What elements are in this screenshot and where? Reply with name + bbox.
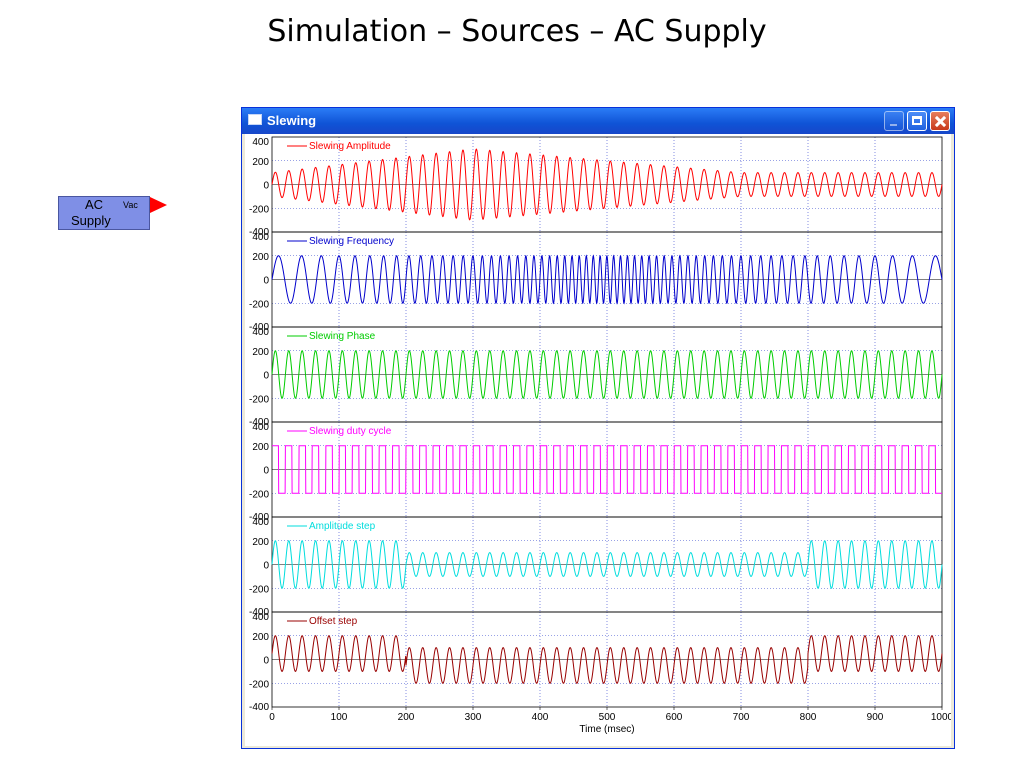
y-tick-label: 200 (252, 632, 269, 643)
x-tick-label: 200 (398, 712, 415, 723)
minimize-button[interactable] (884, 111, 904, 131)
y-tick-label: -200 (249, 204, 269, 215)
series-line (272, 445, 942, 494)
slide-title: Simulation – Sources – AC Supply (267, 14, 767, 49)
scope-window[interactable]: Slewing 400 200 0 -200 -400 Slewing Amplitude… (241, 107, 955, 749)
y-tick-label: 200 (252, 442, 269, 453)
y-tick-label: 400 (252, 422, 269, 433)
series-line (271, 635, 943, 684)
legend-label: Slewing Phase (309, 331, 376, 342)
x-tick-label: 900 (867, 712, 884, 723)
y-tick-label: 0 (263, 181, 269, 192)
block-label-ac: AC (85, 197, 104, 212)
ac-supply-block[interactable]: AC Vac Supply (58, 196, 150, 230)
y-tick-label: 400 (252, 232, 269, 243)
block-port-label: Vac (123, 200, 138, 210)
y-tick-label: -200 (249, 489, 269, 500)
maximize-button[interactable] (907, 111, 927, 131)
series-line (271, 254, 943, 305)
x-tick-label: 500 (599, 712, 616, 723)
legend-label: Slewing Frequency (309, 236, 394, 247)
y-tick-label: 0 (263, 276, 269, 287)
series-line (271, 148, 943, 221)
x-tick-label: 100 (331, 712, 348, 723)
x-tick-label: 0 (269, 712, 275, 723)
plot-area: 400 200 0 -200 -400 Slewing Amplitude 400 200 0-… (245, 134, 954, 746)
y-tick-label: -400 (249, 417, 269, 428)
legend-label: Offset step (309, 616, 358, 627)
block-label-supply: Supply (71, 213, 111, 228)
y-tick-label: 200 (252, 252, 269, 263)
y-tick-label: -400 (249, 702, 269, 713)
y-tick-label: 200 (252, 537, 269, 548)
y-tick-label: 0 (263, 656, 269, 667)
y-tick-label: 200 (252, 157, 269, 168)
window-title: Slewing (267, 113, 317, 128)
y-tick-label: 0 (263, 561, 269, 572)
y-tick-label: -200 (249, 584, 269, 595)
y-tick-label: 400 (252, 327, 269, 338)
y-tick-label: -200 (249, 679, 269, 690)
x-axis-label: Time (msec) (579, 724, 634, 735)
x-tick-label: 300 (465, 712, 482, 723)
x-tick-label: 600 (666, 712, 683, 723)
series-line (271, 350, 943, 399)
y-tick-label: 400 (252, 612, 269, 623)
x-tick-label: 700 (733, 712, 750, 723)
y-tick-label: 400 (252, 517, 269, 528)
x-tick-label: 400 (532, 712, 549, 723)
y-tick-label: -400 (249, 227, 269, 238)
legend-label: Amplitude step (309, 521, 376, 532)
legend-label: Slewing duty cycle (309, 426, 392, 437)
window-titlebar[interactable]: Slewing (242, 108, 954, 134)
x-tick-label: 1000 (931, 712, 951, 723)
y-tick-label: 0 (263, 466, 269, 477)
y-tick-label: -200 (249, 394, 269, 405)
y-tick-label: -400 (249, 512, 269, 523)
window-icon (248, 114, 262, 125)
x-tick-label: 800 (800, 712, 817, 723)
legend-label: Slewing Amplitude (309, 141, 391, 152)
y-tick-label: -200 (249, 299, 269, 310)
close-button[interactable] (930, 111, 950, 131)
output-port-arrow-icon[interactable] (150, 197, 167, 213)
series-line (271, 540, 943, 589)
y-tick-label: 200 (252, 347, 269, 358)
y-tick-label: 0 (263, 371, 269, 382)
y-tick-label: -400 (249, 322, 269, 333)
y-tick-label: -400 (249, 607, 269, 618)
y-tick-label: 400 (252, 137, 269, 148)
